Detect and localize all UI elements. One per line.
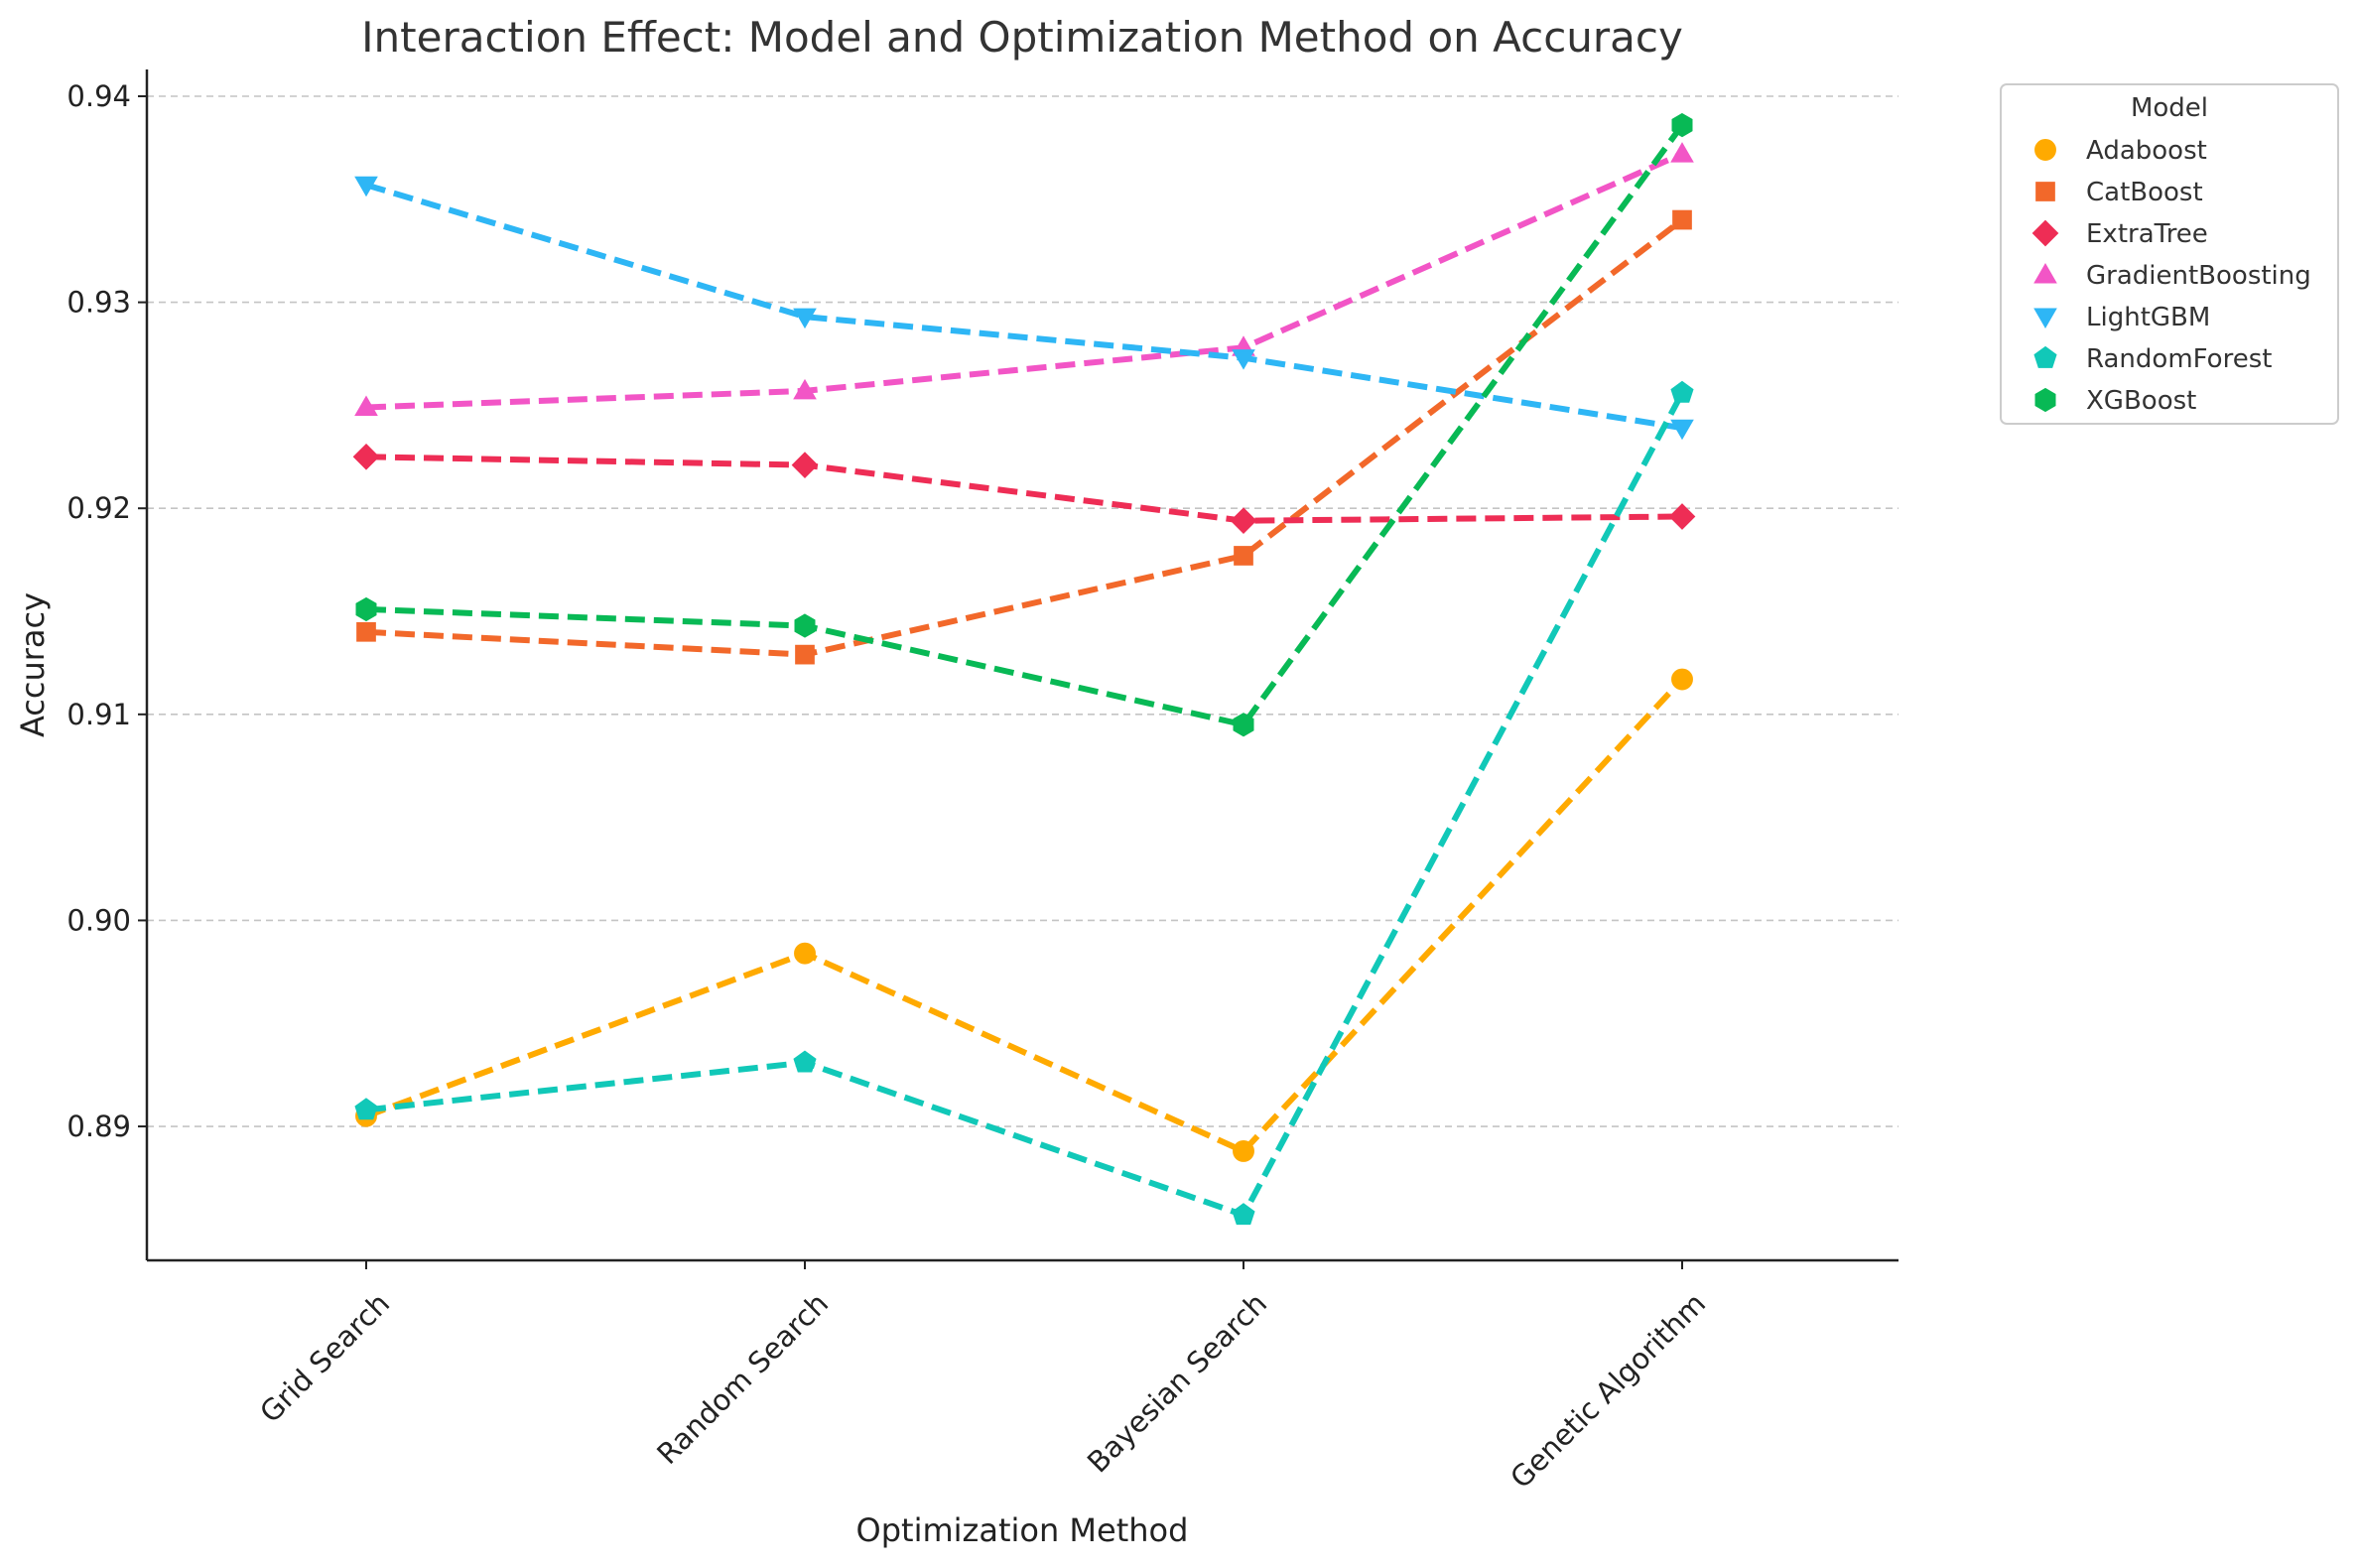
legend-marker-lightgbm bbox=[2033, 308, 2057, 328]
series-line-catboost bbox=[365, 217, 1684, 658]
y-tick-label: 0.91 bbox=[66, 698, 131, 731]
data-point-extratree-genetic-algorithm bbox=[1668, 503, 1696, 530]
series-catboost bbox=[356, 209, 1692, 665]
y-ticks: 0.89 0.90 0.91 0.92 0.93 0.94 bbox=[66, 79, 147, 1143]
y-axis-label: Accuracy bbox=[14, 592, 52, 737]
series-adaboost bbox=[355, 668, 1693, 1162]
y-tick-label: 0.89 bbox=[66, 1110, 131, 1143]
legend-item-extratree: ExtraTree bbox=[2031, 219, 2208, 249]
legend-marker-catboost bbox=[2035, 182, 2055, 201]
data-point-xgboost-grid-search bbox=[355, 596, 377, 622]
data-point-catboost-bayesian-search bbox=[1234, 546, 1253, 566]
legend-item-randomforest: RandomForest bbox=[2033, 344, 2272, 374]
legend-item-xgboost: XGBoost bbox=[2034, 386, 2196, 416]
data-point-adaboost-bayesian-search bbox=[1233, 1140, 1254, 1162]
data-point-gradientboosting-grid-search bbox=[354, 395, 378, 416]
series-extratree bbox=[352, 443, 1696, 535]
data-point-adaboost-genetic-algorithm bbox=[1671, 668, 1693, 691]
series-layer bbox=[352, 112, 1696, 1226]
x-axis-label: Optimization Method bbox=[856, 1511, 1189, 1549]
data-point-randomforest-random-search bbox=[793, 1050, 817, 1073]
data-point-xgboost-genetic-algorithm bbox=[1671, 112, 1693, 138]
data-point-catboost-grid-search bbox=[356, 621, 376, 642]
legend: Model Adaboost CatBoost ExtraTree GradientB… bbox=[2000, 83, 2339, 425]
legend-item-catboost: CatBoost bbox=[2035, 178, 2203, 207]
data-point-gradientboosting-random-search bbox=[793, 378, 817, 400]
series-xgboost bbox=[355, 112, 1693, 737]
series-line-randomforest bbox=[365, 391, 1685, 1219]
data-point-randomforest-genetic-algorithm bbox=[1670, 380, 1694, 403]
data-point-adaboost-random-search bbox=[794, 942, 816, 965]
legend-label-xgboost: XGBoost bbox=[2086, 386, 2196, 416]
legend-label-randomforest: RandomForest bbox=[2086, 344, 2272, 374]
data-point-extratree-grid-search bbox=[352, 443, 380, 470]
grid-lines bbox=[147, 95, 1899, 1127]
data-point-lightgbm-random-search bbox=[793, 308, 817, 329]
chart-title: Interaction Effect: Model and Optimizati… bbox=[361, 13, 1683, 62]
y-tick-label: 0.94 bbox=[66, 79, 131, 113]
data-point-lightgbm-grid-search bbox=[354, 176, 378, 197]
x-tick-label-bayesian-search: Bayesian Search bbox=[1081, 1286, 1273, 1479]
series-line-adaboost bbox=[364, 677, 1685, 1154]
data-point-extratree-random-search bbox=[791, 452, 819, 478]
legend-label-adaboost: Adaboost bbox=[2086, 136, 2207, 166]
legend-frame bbox=[2000, 83, 2339, 425]
legend-marker-gradientboosting bbox=[2033, 263, 2057, 284]
legend-items: Adaboost CatBoost ExtraTree GradientBoostin… bbox=[2031, 136, 2311, 416]
x-tick-label-genetic-algorithm: Genetic Algorithm bbox=[1504, 1286, 1712, 1495]
data-point-xgboost-random-search bbox=[794, 613, 816, 638]
legend-marker-xgboost bbox=[2034, 387, 2056, 413]
data-point-lightgbm-bayesian-search bbox=[1232, 349, 1255, 370]
data-point-randomforest-grid-search bbox=[354, 1098, 378, 1120]
y-tick-label: 0.93 bbox=[66, 286, 131, 320]
legend-marker-randomforest bbox=[2033, 345, 2057, 368]
series-lightgbm bbox=[354, 176, 1694, 441]
axes bbox=[145, 69, 1899, 1262]
data-point-catboost-genetic-algorithm bbox=[1672, 209, 1692, 230]
x-tick-label-random-search: Random Search bbox=[650, 1286, 835, 1471]
legend-marker-adaboost bbox=[2034, 139, 2056, 161]
data-point-randomforest-bayesian-search bbox=[1232, 1203, 1255, 1226]
legend-title: Model bbox=[2131, 93, 2208, 123]
data-point-xgboost-bayesian-search bbox=[1233, 713, 1254, 737]
series-gradientboosting bbox=[354, 142, 1694, 416]
legend-label-gradientboosting: GradientBoosting bbox=[2086, 261, 2311, 291]
legend-label-extratree: ExtraTree bbox=[2086, 219, 2208, 249]
legend-marker-extratree bbox=[2031, 219, 2059, 247]
data-point-lightgbm-genetic-algorithm bbox=[1670, 419, 1694, 441]
legend-label-lightgbm: LightGBM bbox=[2086, 303, 2210, 332]
legend-item-gradientboosting: GradientBoosting bbox=[2033, 261, 2311, 291]
series-line-xgboost bbox=[365, 123, 1685, 728]
series-line-gradientboosting bbox=[365, 151, 1684, 411]
legend-item-adaboost: Adaboost bbox=[2034, 136, 2207, 166]
x-ticks: Grid Search Random Search Bayesian Search G… bbox=[253, 1260, 1712, 1495]
series-line-extratree bbox=[365, 454, 1683, 524]
legend-label-catboost: CatBoost bbox=[2086, 178, 2203, 207]
data-point-extratree-bayesian-search bbox=[1230, 507, 1257, 535]
y-tick-label: 0.90 bbox=[66, 903, 131, 937]
series-line-lightgbm bbox=[365, 182, 1683, 432]
data-point-gradientboosting-genetic-algorithm bbox=[1670, 142, 1694, 163]
data-point-catboost-random-search bbox=[795, 644, 815, 665]
y-tick-label: 0.92 bbox=[66, 491, 131, 525]
legend-item-lightgbm: LightGBM bbox=[2033, 303, 2210, 332]
series-randomforest bbox=[354, 380, 1694, 1226]
x-tick-label-grid-search: Grid Search bbox=[253, 1286, 396, 1429]
